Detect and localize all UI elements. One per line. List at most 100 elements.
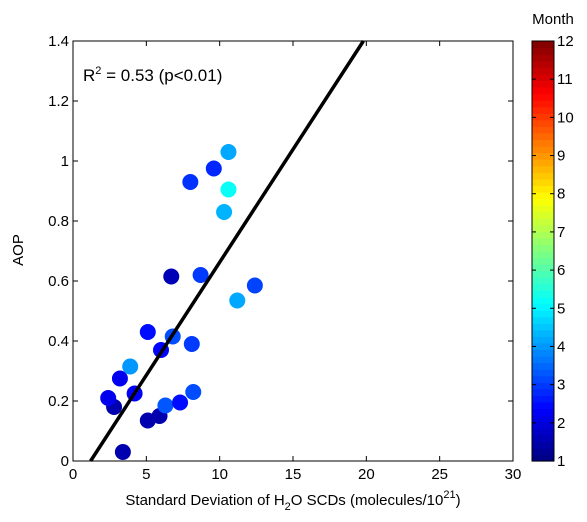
y-tick-label: 0 [61, 453, 69, 470]
y-tick-label: 0.6 [48, 273, 69, 290]
data-point [229, 292, 246, 309]
colorbar-segment [532, 146, 554, 154]
colorbar-tick-label: 5 [557, 300, 565, 317]
colorbar-segment [532, 185, 554, 193]
colorbar-segment [532, 60, 554, 68]
colorbar-segment [532, 421, 554, 429]
colorbar-segment [532, 296, 554, 305]
data-point [172, 394, 189, 411]
x-axis-label: Standard Deviation of H2O SCDs (molecule… [125, 489, 460, 513]
data-point [163, 268, 180, 285]
colorbar-title: Month [532, 11, 574, 28]
colorbar-segment [532, 323, 554, 331]
colorbar-segment [532, 126, 554, 134]
r-squared-annotation: R2 = 0.53 (p<0.01) [83, 65, 222, 85]
colorbar-tick-label: 2 [557, 415, 565, 432]
colorbar-segment [532, 100, 554, 108]
colorbar-segment [532, 113, 554, 121]
colorbar-segment [532, 283, 554, 291]
data-point [139, 324, 156, 340]
colorbar-segment [532, 375, 554, 383]
colorbar-segment [532, 172, 554, 180]
colorbar-segment [532, 93, 554, 101]
colorbar-segment [532, 86, 554, 95]
y-tick-label: 0.4 [48, 333, 69, 350]
colorbar-segment [532, 54, 554, 62]
data-point [111, 370, 128, 387]
colorbar-segment [532, 428, 554, 436]
colorbar-tick-label: 9 [557, 148, 565, 165]
colorbar-segment [532, 178, 554, 186]
colorbar-segment [532, 165, 554, 173]
y-tick-label: 0.8 [48, 213, 69, 230]
colorbar-tick-label: 8 [557, 186, 565, 203]
colorbar-segment [532, 257, 554, 265]
data-point [122, 358, 139, 375]
data-points [100, 144, 263, 460]
data-point [220, 181, 237, 198]
x-axis: 0 5 10 15 20 25 30 [69, 41, 522, 483]
colorbar-segment [532, 310, 554, 318]
colorbar-segment [532, 362, 554, 370]
colorbar-segment [532, 132, 554, 141]
colorbar-segment [532, 441, 554, 449]
colorbar-segment [532, 277, 554, 285]
data-point [185, 384, 202, 400]
colorbar-segment [532, 224, 554, 232]
colorbar-segment [532, 237, 554, 246]
x-tick-label: 20 [358, 466, 375, 483]
colorbar-segment [532, 73, 554, 81]
colorbar-segment [532, 454, 554, 462]
data-point [157, 397, 174, 414]
colorbar-segment [532, 218, 554, 226]
colorbar-segment [532, 388, 554, 396]
colorbar-segment [532, 205, 554, 213]
colorbar-segment [532, 395, 554, 403]
data-point [192, 267, 209, 283]
colorbar-segment [532, 80, 554, 88]
data-point [216, 204, 233, 220]
colorbar-segment [532, 198, 554, 206]
colorbar-segment [532, 264, 554, 272]
y-tick-label: 1.4 [48, 33, 69, 50]
x-tick-label: 10 [211, 466, 228, 483]
data-point [100, 390, 117, 406]
colorbar-segment [532, 342, 554, 351]
colorbar-segment [532, 316, 554, 324]
colorbar-segment [532, 251, 554, 259]
colorbar-tick-label: 10 [557, 109, 574, 126]
colorbar-tick-label: 1 [557, 453, 565, 470]
colorbar-segment [532, 349, 554, 357]
colorbar-segment [532, 270, 554, 278]
colorbar-segment [532, 152, 554, 160]
colorbar-tick-label: 11 [557, 71, 573, 88]
colorbar-segment [532, 336, 554, 344]
colorbar-segment [532, 41, 554, 49]
colorbar-segment [532, 231, 554, 239]
colorbar-segment [532, 401, 554, 410]
data-point [183, 336, 200, 352]
colorbar-tick-label: 7 [557, 224, 565, 241]
colorbar-segment [532, 415, 554, 423]
data-point [246, 277, 263, 294]
colorbar-tick-label: 4 [557, 338, 565, 355]
x-tick-label: 0 [69, 466, 77, 483]
data-point [182, 174, 199, 190]
colorbar-segment [532, 447, 554, 456]
colorbar-segment [532, 159, 554, 167]
colorbar-segment [532, 408, 554, 416]
colorbar-segment [532, 139, 554, 147]
x-tick-label: 15 [285, 466, 302, 483]
colorbar-segment [532, 106, 554, 114]
colorbar-tick-label: 3 [557, 377, 565, 394]
y-axis-label: AOP [10, 234, 27, 266]
x-tick-label: 25 [431, 466, 448, 483]
y-tick-label: 1.2 [48, 93, 69, 110]
x-tick-label: 5 [142, 466, 150, 483]
x-tick-label: 30 [505, 466, 522, 483]
colorbar-tick-label: 12 [557, 33, 574, 50]
y-axis: 0 0.2 0.4 0.6 0.8 1 1.2 1.4 [48, 33, 513, 470]
data-point [205, 160, 222, 177]
